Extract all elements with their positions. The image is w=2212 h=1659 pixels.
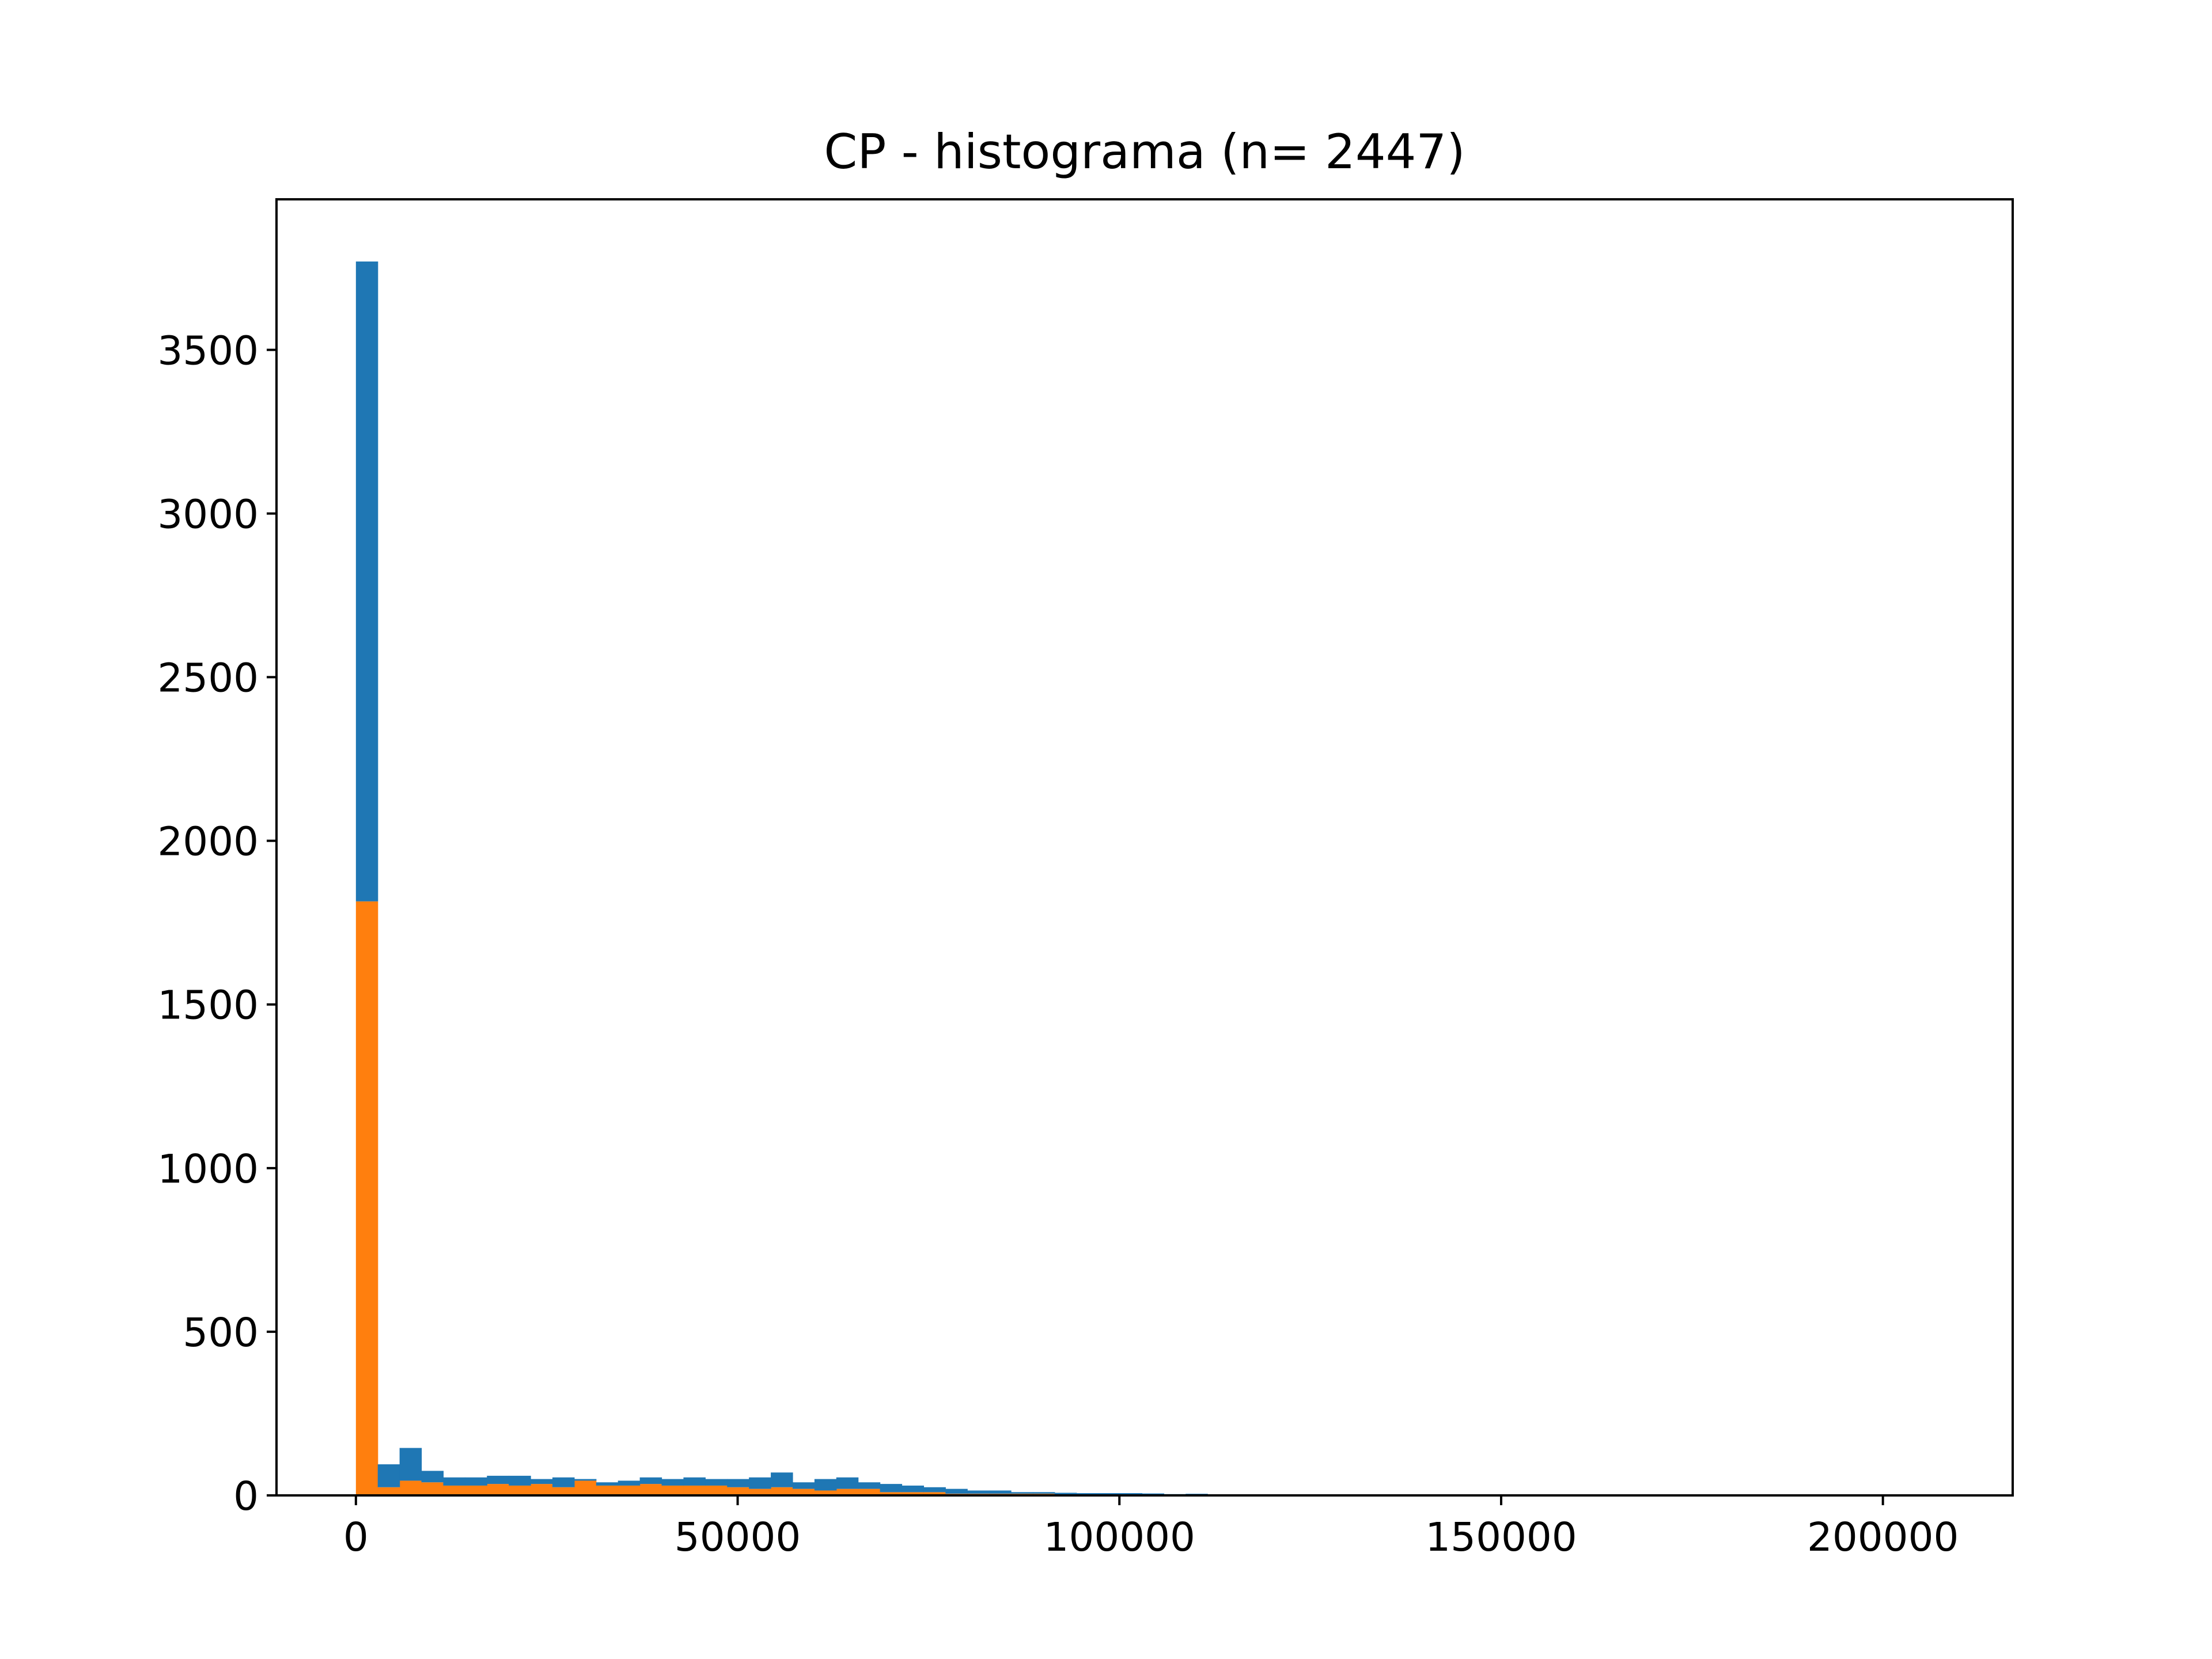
histogram-bar-series0-bin9 xyxy=(552,1487,575,1495)
histogram-bar-series0-bin17 xyxy=(727,1487,749,1495)
y-tick-label: 3000 xyxy=(157,491,259,537)
histogram-bar-series0-bin13 xyxy=(639,1484,662,1495)
histogram-bar-series0-bin4 xyxy=(443,1485,465,1495)
histogram-bar-series1-bin27 xyxy=(945,1488,968,1494)
histogram-bar-series1-bin12 xyxy=(618,1480,641,1486)
histogram-bar-series1-bin0 xyxy=(355,261,378,902)
histogram-bar-series0-bin15 xyxy=(683,1485,706,1495)
histogram-bar-series1-bin5 xyxy=(465,1477,487,1486)
histogram-bar-series1-bin15 xyxy=(683,1477,706,1486)
histogram-bar-series0-bin5 xyxy=(465,1485,487,1495)
histogram-bar-series1-bin18 xyxy=(749,1477,771,1489)
histogram-bar-series0-bin22 xyxy=(836,1488,859,1495)
histogram-bar-series1-bin11 xyxy=(596,1482,619,1486)
histogram-bar-series0-bin3 xyxy=(421,1482,444,1495)
histogram-bar-series1-bin6 xyxy=(487,1475,509,1484)
histogram-bar-series1-bin23 xyxy=(858,1482,881,1489)
histogram-bar-series1-bin30 xyxy=(1011,1492,1033,1494)
histogram-bar-series0-bin10 xyxy=(574,1480,597,1495)
y-tick-label: 2500 xyxy=(157,656,259,702)
histogram-bar-series0-bin20 xyxy=(792,1488,815,1495)
histogram-bars xyxy=(355,261,1950,1495)
x-axis-ticks: 0 50000 100000 150000 200000 xyxy=(343,1495,1959,1560)
histogram-bar-series1-bin31 xyxy=(1032,1492,1055,1494)
histogram-bar-series1-bin34 xyxy=(1098,1493,1121,1495)
histogram-bar-series0-bin18 xyxy=(749,1488,771,1495)
histogram-bar-series1-bin8 xyxy=(531,1479,553,1484)
histogram-bar-series1-bin2 xyxy=(399,1448,422,1481)
histogram-bar-series1-bin3 xyxy=(421,1471,444,1483)
plot-area-frame xyxy=(275,198,2014,1497)
histogram-bar-series0-bin0 xyxy=(355,901,378,1495)
histogram-bar-series0-bin8 xyxy=(531,1484,553,1495)
histogram-bar-series0-bin26 xyxy=(923,1492,946,1495)
histogram-bar-series1-bin28 xyxy=(967,1490,990,1494)
y-axis-ticks: 0 500 1000 1500 2000 2500 3000 3500 xyxy=(157,328,276,1520)
histogram-bar-series0-bin25 xyxy=(902,1492,925,1495)
histogram-bar-series0-bin24 xyxy=(880,1492,903,1495)
y-tick-label: 3500 xyxy=(157,328,259,374)
x-tick-label: 150000 xyxy=(1425,1514,1577,1560)
histogram-bar-series1-bin21 xyxy=(814,1479,837,1491)
histogram-bar-series1-bin25 xyxy=(902,1485,925,1493)
histogram-bar-series0-bin21 xyxy=(814,1490,837,1495)
histogram-bar-series1-bin13 xyxy=(639,1477,662,1484)
histogram-bar-series1-bin14 xyxy=(661,1479,684,1486)
chart-title: CP - histograma (n= 2447) xyxy=(824,124,1465,180)
histogram-bar-series0-bin2 xyxy=(399,1480,422,1495)
histogram-bar-series0-bin7 xyxy=(509,1485,531,1495)
histogram-bar-series0-bin1 xyxy=(377,1487,400,1495)
histogram-bar-series1-bin33 xyxy=(1076,1493,1099,1495)
histogram-bar-series1-bin4 xyxy=(443,1477,465,1486)
x-tick-label: 100000 xyxy=(1044,1514,1195,1560)
histogram-bar-series0-bin23 xyxy=(858,1488,881,1495)
histogram-bar-series1-bin10 xyxy=(574,1479,597,1481)
histogram-bar-series0-bin11 xyxy=(596,1485,619,1495)
y-tick-label: 500 xyxy=(183,1310,259,1356)
histogram-bar-series1-bin17 xyxy=(727,1479,749,1487)
histogram-bar-series1-bin35 xyxy=(1120,1493,1143,1495)
histogram-bar-series1-bin9 xyxy=(552,1477,575,1487)
y-tick-label: 0 xyxy=(233,1474,259,1520)
histogram-bar-series0-bin19 xyxy=(771,1487,793,1495)
histogram-bar-series1-bin32 xyxy=(1054,1493,1077,1495)
x-tick-label: 200000 xyxy=(1807,1514,1959,1560)
histogram-bar-series1-bin22 xyxy=(836,1477,859,1489)
x-tick-label: 50000 xyxy=(675,1514,801,1560)
histogram-bar-series0-bin12 xyxy=(618,1485,641,1495)
histogram-bar-series1-bin7 xyxy=(509,1475,531,1486)
histogram-bar-series1-bin20 xyxy=(792,1482,815,1489)
histogram-bar-series0-bin14 xyxy=(661,1485,684,1495)
y-tick-label: 1500 xyxy=(157,983,259,1029)
histogram-bar-series1-bin19 xyxy=(771,1472,793,1487)
y-tick-label: 1000 xyxy=(157,1146,259,1192)
histogram-bar-series0-bin16 xyxy=(705,1485,728,1495)
histogram-bar-series0-bin6 xyxy=(487,1484,509,1495)
histogram-bar-series1-bin26 xyxy=(923,1487,946,1493)
histogram-bar-series1-bin24 xyxy=(880,1484,903,1493)
histogram-bar-series1-bin16 xyxy=(705,1479,728,1486)
histogram-bar-series1-bin1 xyxy=(377,1464,400,1487)
x-tick-label: 0 xyxy=(343,1514,369,1560)
y-tick-label: 2000 xyxy=(157,819,259,865)
histogram-bar-series1-bin29 xyxy=(989,1490,1012,1494)
